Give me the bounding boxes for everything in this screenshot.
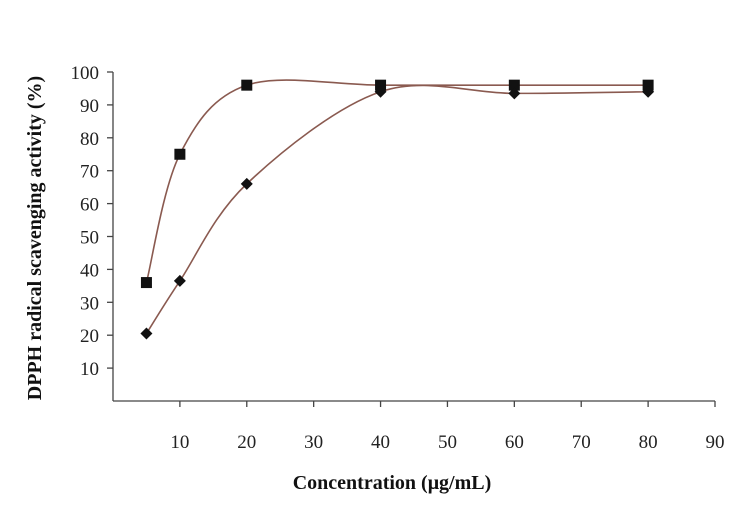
diamond-marker: [374, 85, 387, 98]
diamond-marker: [240, 177, 253, 190]
y-tick-label: 70: [80, 162, 99, 183]
series-curves: [145, 79, 649, 334]
x-tick-label: 10: [170, 432, 189, 453]
square-marker: [508, 79, 520, 91]
diamond-marker: [508, 87, 521, 100]
x-ticks: 10 20 30 40 50 60 70 80 90: [170, 401, 725, 453]
y-tick-label: 90: [80, 96, 99, 117]
x-tick-label: 90: [706, 432, 725, 453]
y-tick-label: 80: [80, 129, 99, 150]
y-tick-label: 10: [80, 359, 99, 380]
diamond-marker: [140, 327, 153, 340]
square-marker: [140, 277, 152, 289]
series-markers: [140, 79, 655, 340]
y-tick-label: 100: [71, 63, 100, 84]
x-tick-label: 40: [371, 432, 390, 453]
y-axis-title: DPPH radical scavenging activity (%): [24, 76, 46, 400]
square-marker: [174, 148, 186, 160]
square-marker: [642, 79, 654, 91]
series-1-line: [145, 79, 649, 283]
x-axis-title: Concentration (μg/mL): [293, 472, 492, 494]
square-marker: [375, 79, 387, 91]
x-tick-label: 20: [237, 432, 256, 453]
y-tick-label: 30: [80, 293, 99, 314]
x-tick-label: 30: [304, 432, 323, 453]
y-tick-label: 20: [80, 326, 99, 347]
diamond-marker: [173, 274, 186, 287]
y-tick-label: 60: [80, 195, 99, 216]
diamond-marker: [642, 85, 655, 98]
square-marker: [241, 79, 253, 91]
series-2-line: [145, 84, 649, 334]
x-tick-label: 50: [438, 432, 457, 453]
x-tick-label: 70: [572, 432, 591, 453]
axes: [112, 72, 715, 402]
x-tick-label: 80: [639, 432, 658, 453]
y-ticks: 10 20 30 40 50 60 70 80 90 100: [71, 63, 113, 380]
y-tick-label: 50: [80, 228, 99, 249]
y-tick-label: 40: [80, 260, 99, 281]
x-tick-label: 60: [505, 432, 524, 453]
